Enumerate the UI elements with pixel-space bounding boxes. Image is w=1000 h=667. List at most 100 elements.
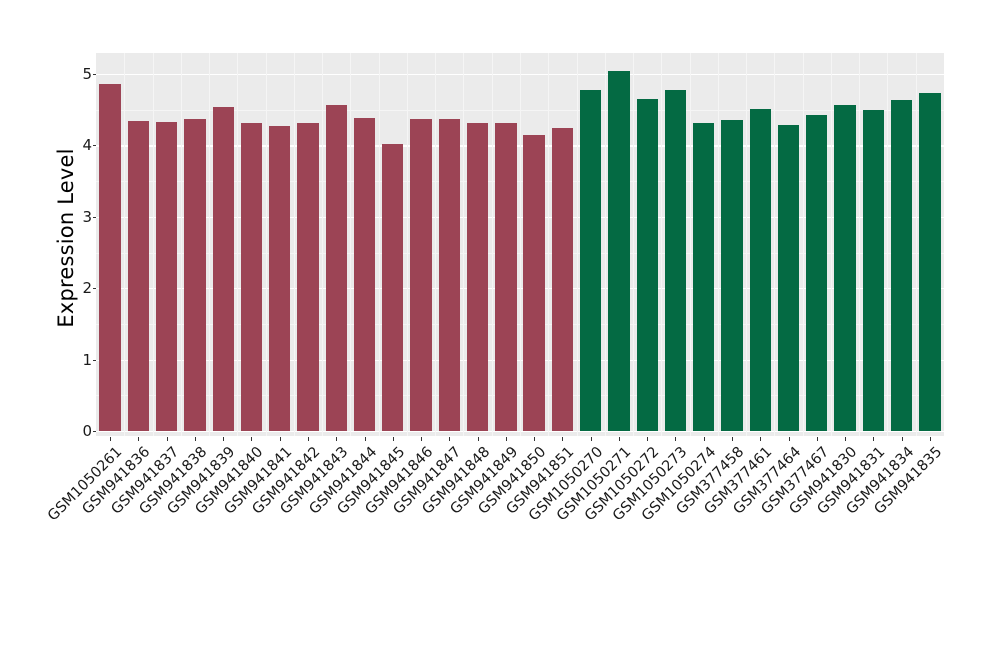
y-tick-mark xyxy=(93,431,97,432)
x-tick-mark xyxy=(392,437,394,441)
gridline-vertical xyxy=(661,53,663,436)
x-tick-mark xyxy=(505,437,507,441)
x-tick-mark xyxy=(421,437,423,441)
gridline-vertical xyxy=(491,53,493,436)
y-tick-mark xyxy=(93,216,97,218)
gridline-vertical xyxy=(746,53,747,436)
bar[interactable] xyxy=(608,71,630,431)
x-tick-mark xyxy=(308,437,309,441)
gridline-vertical xyxy=(604,53,606,436)
gridline-vertical xyxy=(406,53,408,436)
bar[interactable] xyxy=(636,98,658,431)
x-tick-mark xyxy=(647,437,649,441)
x-tick-mark xyxy=(223,437,225,441)
gridline-vertical xyxy=(633,53,634,436)
gridline-vertical xyxy=(717,53,719,436)
bar[interactable] xyxy=(466,123,489,431)
x-tick-mark xyxy=(562,437,564,441)
y-tick-label: 0 xyxy=(82,422,92,440)
bar[interactable] xyxy=(919,92,941,431)
bar[interactable] xyxy=(382,143,404,431)
gridline-vertical xyxy=(378,53,380,436)
gridline-vertical xyxy=(209,53,210,436)
bar[interactable] xyxy=(353,118,376,431)
x-tick-mark xyxy=(251,437,253,441)
x-tick-mark xyxy=(760,437,762,441)
bar[interactable] xyxy=(693,122,715,431)
bar[interactable] xyxy=(890,100,913,431)
x-tick-mark xyxy=(449,437,451,441)
gridline-vertical xyxy=(859,53,860,436)
bar[interactable] xyxy=(862,110,884,431)
x-tick-mark xyxy=(279,437,281,441)
x-tick-mark xyxy=(618,437,620,441)
bar[interactable] xyxy=(297,122,319,431)
bar[interactable] xyxy=(551,127,574,431)
y-tick-label: 2 xyxy=(82,279,92,298)
bar[interactable] xyxy=(777,125,800,431)
y-tick-label: 3 xyxy=(82,207,92,226)
x-tick-mark xyxy=(590,437,592,441)
x-tick-mark xyxy=(929,437,931,441)
gridline-vertical xyxy=(463,53,465,436)
gridline-vertical xyxy=(830,53,832,436)
y-tick-mark xyxy=(93,145,97,147)
gridline-vertical xyxy=(520,53,521,436)
y-tick-label: 5 xyxy=(82,65,92,83)
gridline-vertical xyxy=(774,53,776,436)
x-tick-mark xyxy=(788,437,790,441)
gridline-vertical xyxy=(322,53,323,436)
y-axis: 0 1 2 3 4 5 xyxy=(0,0,97,580)
bar[interactable] xyxy=(184,118,206,431)
gridline-vertical xyxy=(124,53,126,436)
bar[interactable] xyxy=(325,104,347,431)
bar[interactable] xyxy=(410,118,432,431)
x-tick-mark xyxy=(732,437,733,441)
bar[interactable] xyxy=(579,89,602,431)
bar[interactable] xyxy=(664,89,687,431)
bar[interactable] xyxy=(212,106,234,431)
x-tick-mark xyxy=(873,437,875,441)
x-tick-mark xyxy=(194,437,196,441)
bar[interactable] xyxy=(438,118,460,431)
gridline-vertical xyxy=(689,53,691,436)
x-tick-mark xyxy=(845,437,847,441)
gridline-vertical xyxy=(435,53,436,436)
x-tick-mark xyxy=(138,437,140,441)
bar[interactable] xyxy=(523,135,545,431)
x-tick-mark xyxy=(336,437,338,441)
x-tick-mark xyxy=(703,437,705,441)
x-tick-mark xyxy=(364,437,366,441)
gridline-vertical xyxy=(548,53,550,436)
y-tick-label: 1 xyxy=(82,350,92,369)
x-tick-mark xyxy=(901,437,903,441)
bar[interactable] xyxy=(127,121,150,431)
gridline-vertical xyxy=(350,53,352,436)
y-tick-mark xyxy=(93,288,97,290)
y-tick-mark xyxy=(93,359,97,361)
gridline-vertical xyxy=(237,53,239,436)
gridline-vertical xyxy=(576,53,578,436)
bar[interactable] xyxy=(99,83,121,431)
bar[interactable] xyxy=(495,122,517,431)
x-tick-mark xyxy=(110,437,112,441)
plot-panel xyxy=(96,53,944,436)
gridline-vertical xyxy=(293,53,295,436)
bar[interactable] xyxy=(155,121,178,431)
bar[interactable] xyxy=(721,120,743,431)
bar[interactable] xyxy=(806,115,828,431)
bar[interactable] xyxy=(269,126,291,431)
x-tick-mark xyxy=(534,437,536,441)
x-tick-mark xyxy=(166,437,168,441)
gridline-vertical xyxy=(887,53,889,436)
gridline-vertical xyxy=(802,53,804,436)
x-tick-mark xyxy=(675,437,677,441)
x-tick-mark xyxy=(816,437,818,441)
gridline-vertical xyxy=(180,53,182,436)
bar[interactable] xyxy=(240,123,263,431)
bar[interactable] xyxy=(834,104,856,431)
bar[interactable] xyxy=(749,108,771,431)
x-tick-mark xyxy=(477,437,479,441)
y-tick-mark xyxy=(93,74,97,75)
